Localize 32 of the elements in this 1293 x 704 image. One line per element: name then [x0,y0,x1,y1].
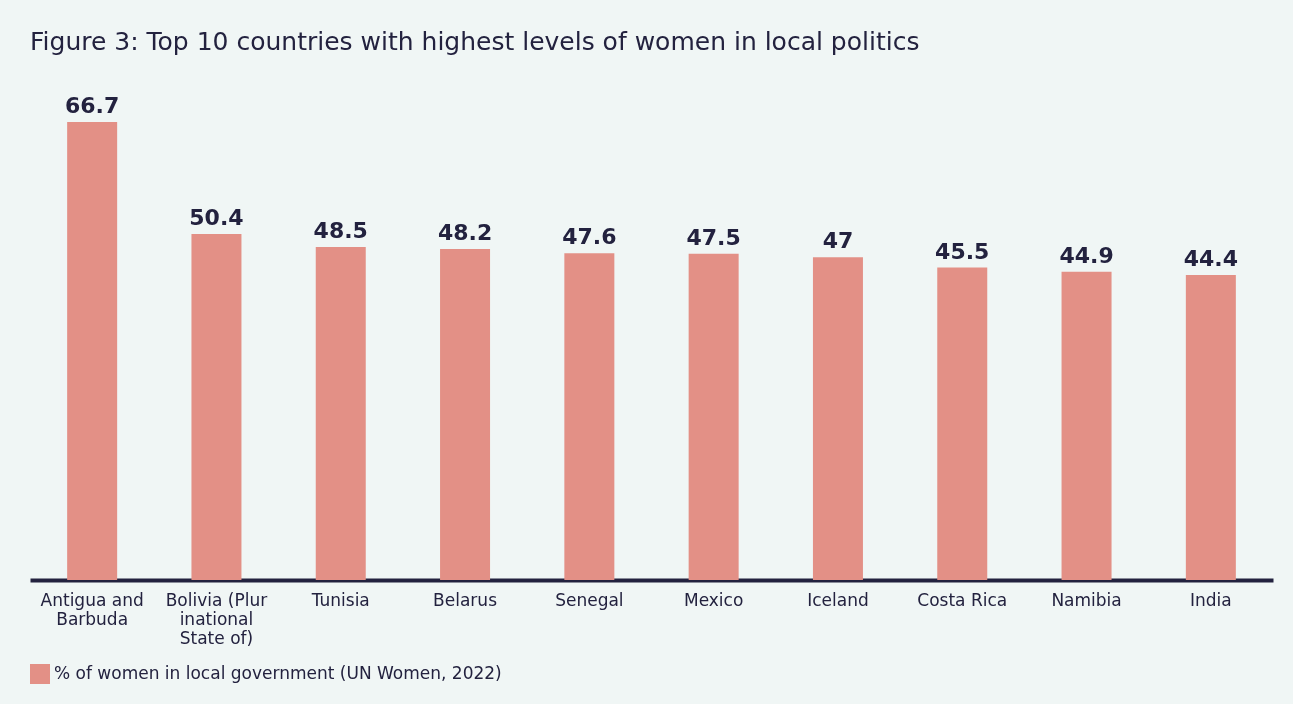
data-label: 45.5 [935,238,990,264]
chart-title: Figure 3: Top 10 countries with highest levels of women in local politics [30,27,920,56]
x-tick-label: India [1189,589,1232,610]
data-label: 66.7 [65,93,120,118]
data-label: 48.5 [313,217,368,243]
x-tick-label: Senegal [555,589,624,610]
bar [440,249,491,580]
legend-label: % of women in local government (UN Women, 2022) [54,663,502,683]
data-label: 44.9 [1059,242,1114,268]
bar [688,253,739,580]
bar [191,233,242,580]
x-tick-label: Namibia [1051,589,1122,610]
bar [315,246,366,580]
bar [564,253,615,580]
data-label: 50.4 [189,204,244,230]
data-label: 47 [822,228,854,254]
x-tick-label: Antigua and Barbuda [40,589,144,629]
bar [812,257,863,580]
x-tick-label: Costa Rica [917,589,1008,610]
bar [937,267,988,580]
x-tick-label: Bolivia (Plurinational State of) [165,589,268,648]
bar [1061,271,1112,580]
x-tick-label: Iceland [807,589,869,610]
data-label: 48.2 [437,220,493,246]
data-label: 47.6 [562,224,617,250]
bar [67,122,118,580]
x-tick-label: Tunisia [310,589,370,610]
x-tick-label: Belarus [433,589,498,610]
data-label: 47.5 [686,224,741,250]
x-tick-label: Mexico [683,589,744,610]
data-label: 44.4 [1183,246,1238,272]
bar [1185,275,1236,580]
